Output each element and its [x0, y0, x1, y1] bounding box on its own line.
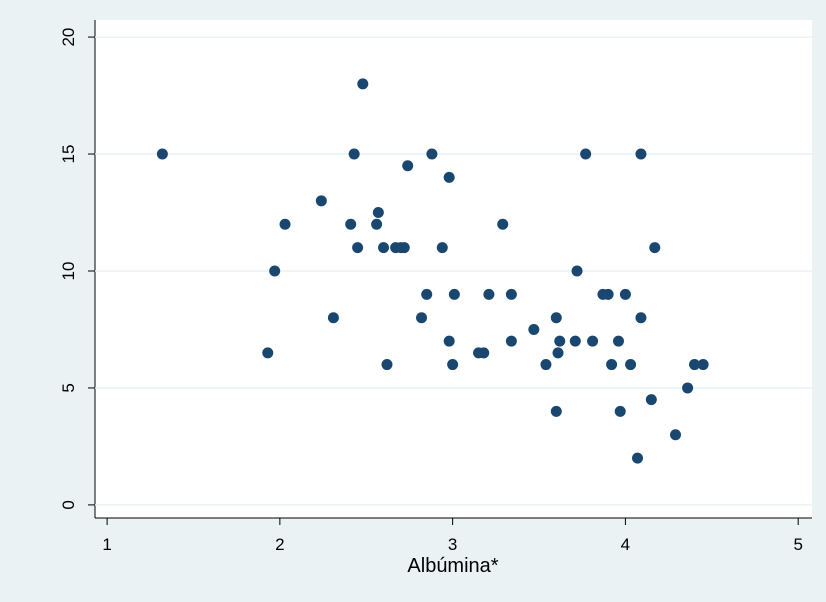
x-tick-label: 5: [793, 535, 802, 554]
y-tick-label: 10: [59, 262, 78, 281]
plot-area: [95, 20, 812, 518]
point: [645, 394, 657, 406]
point: [632, 452, 644, 464]
y-tick-label: 15: [59, 145, 78, 164]
point: [357, 78, 369, 90]
point: [614, 405, 626, 417]
point: [448, 288, 460, 300]
point: [421, 288, 433, 300]
point: [443, 335, 455, 347]
point: [697, 359, 709, 371]
point: [612, 335, 624, 347]
x-axis-title: Albúmina*: [407, 555, 498, 577]
x-tick-label: 1: [102, 535, 111, 554]
point: [402, 160, 414, 172]
point: [552, 347, 564, 359]
point: [571, 265, 583, 277]
point: [550, 405, 562, 417]
point: [378, 242, 390, 254]
point: [315, 195, 327, 207]
point: [447, 359, 459, 371]
point: [635, 148, 647, 160]
point: [682, 382, 694, 394]
point: [398, 242, 410, 254]
point: [381, 359, 393, 371]
point: [587, 335, 599, 347]
x-tick-label: 3: [448, 535, 457, 554]
point: [327, 312, 339, 324]
y-tick-label: 5: [59, 383, 78, 392]
x-tick-label: 4: [621, 535, 630, 554]
x-tick-label: 2: [275, 535, 284, 554]
point: [483, 288, 495, 300]
point: [602, 288, 614, 300]
point: [635, 312, 647, 324]
point: [569, 335, 581, 347]
point: [279, 218, 291, 230]
point: [619, 288, 631, 300]
point: [528, 323, 540, 335]
point: [416, 312, 428, 324]
point: [262, 347, 274, 359]
point: [372, 207, 384, 219]
point: [345, 218, 357, 230]
point: [352, 242, 364, 254]
point: [689, 359, 701, 371]
point: [505, 288, 517, 300]
y-tick-label: 20: [59, 28, 78, 47]
point: [670, 429, 682, 441]
point: [505, 335, 517, 347]
point: [436, 242, 448, 254]
point: [540, 359, 552, 371]
point: [550, 312, 562, 324]
point: [478, 347, 490, 359]
point: [649, 242, 661, 254]
point: [443, 171, 455, 183]
point: [348, 148, 360, 160]
point: [606, 359, 618, 371]
point: [497, 218, 509, 230]
y-tick-label: 0: [59, 500, 78, 509]
point: [269, 265, 281, 277]
point: [156, 148, 168, 160]
point: [625, 359, 637, 371]
point: [580, 148, 592, 160]
point: [371, 218, 383, 230]
point: [554, 335, 566, 347]
point: [426, 148, 438, 160]
